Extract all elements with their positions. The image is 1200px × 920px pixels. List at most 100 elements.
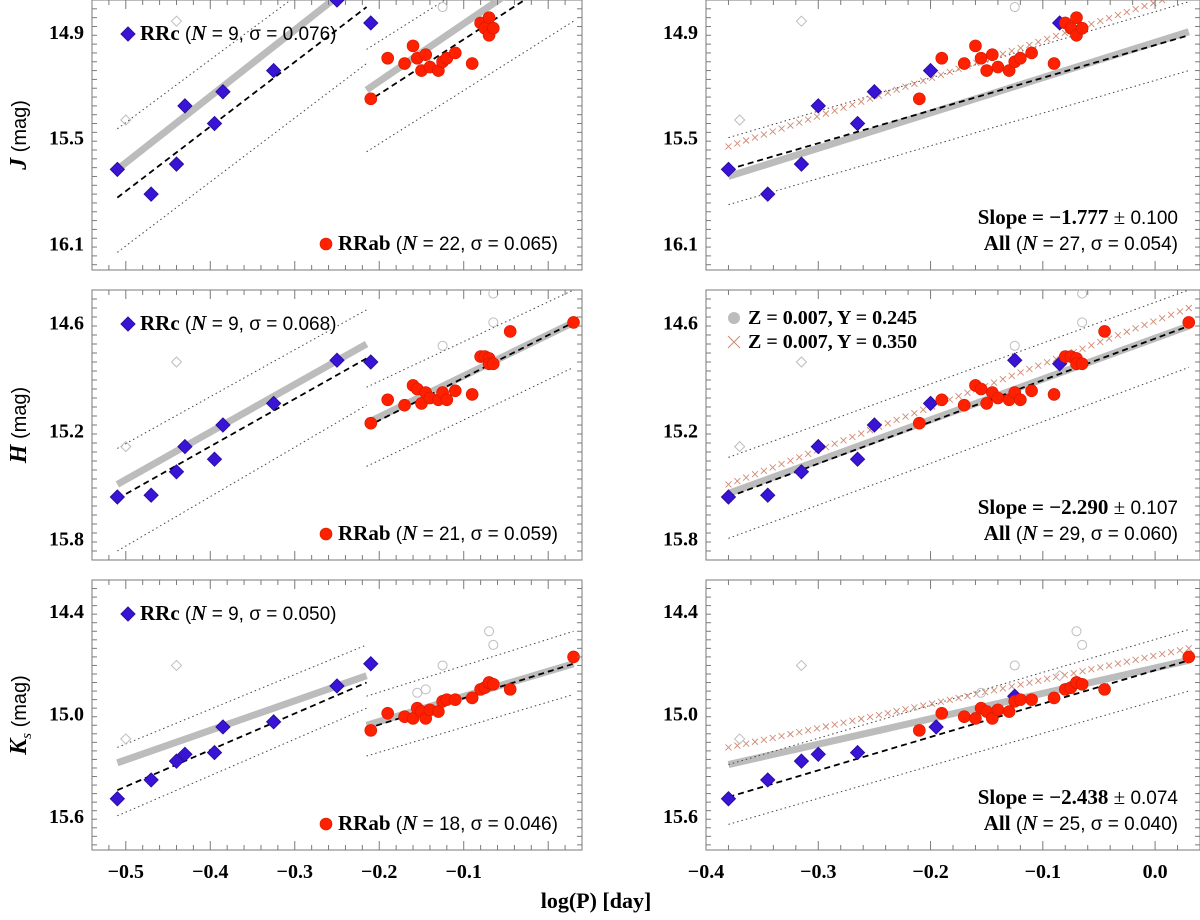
- y-axis-band: H: [6, 443, 32, 464]
- rrc-point: [922, 395, 939, 412]
- sigma-bound-line: [117, 404, 367, 552]
- model-cross-y0350: [999, 685, 1007, 692]
- legend-eq: =: [417, 524, 439, 545]
- model-cross-y0350: [919, 77, 927, 85]
- rrc-point: [168, 156, 185, 172]
- all-text: All (N = 29, σ = 0.060): [984, 521, 1178, 545]
- slope-pm: ±: [1108, 495, 1130, 519]
- model-cross-y0350: [795, 119, 803, 126]
- model-cross-y0350: [1105, 662, 1113, 669]
- model-line-y0245: [115, 340, 369, 488]
- excluded-rrc-point: [733, 114, 746, 126]
- rrab-point: [991, 60, 1005, 74]
- model-cross-y0350: [760, 467, 768, 475]
- model-cross-y0350: [813, 113, 821, 120]
- excluded-rrc-point: [170, 15, 183, 27]
- legend-n-symbol: N: [190, 21, 207, 45]
- all-n-symbol: N: [1021, 231, 1038, 255]
- model-cross-y0350: [1114, 331, 1122, 339]
- excluded-rrab-point: [484, 626, 495, 637]
- model-cross-y0350: [795, 728, 803, 736]
- model-cross-y0350: [1017, 681, 1024, 688]
- x-tick-label: −0.1: [1025, 861, 1061, 883]
- model-cross-y0350: [902, 706, 909, 713]
- fit-line: [116, 6, 368, 199]
- model-cross-y0350: [769, 128, 777, 135]
- model-cross-y0350: [840, 719, 847, 727]
- model-cross-y0350: [778, 125, 785, 132]
- rrab-point: [985, 48, 999, 62]
- x-axis-label: log(P) [day]: [541, 888, 652, 913]
- legend-paren: (: [180, 24, 192, 45]
- rrab-point: [913, 416, 926, 430]
- legend-rrab: RRab (N = 22, σ = 0.065): [338, 231, 558, 255]
- model-cross-y0350: [937, 698, 945, 706]
- legend-paren-close: ): [330, 24, 336, 45]
- model-cross-y0350: [1043, 358, 1051, 366]
- legend-rrc-marker: [120, 606, 136, 622]
- panel-0: 14.915.516.1J (mag)RRc (N = 9, σ = 0.076…: [6, 0, 583, 271]
- all-n: 27: [1059, 234, 1080, 255]
- rrab-point: [957, 710, 971, 724]
- model-cross-y0350: [902, 413, 909, 420]
- legend-class: RRab: [338, 521, 391, 545]
- model-cross-y0350: [964, 692, 971, 700]
- legend-sigma: 0.059: [504, 524, 552, 545]
- rrab-point: [969, 39, 982, 53]
- y-axis-label: H (mag): [6, 387, 32, 464]
- rrc-point: [760, 487, 776, 503]
- all-n-symbol: N: [1021, 811, 1038, 835]
- x-tick-label: −0.4: [192, 861, 228, 883]
- rrab-point: [567, 316, 580, 329]
- model-cross-y0350: [787, 457, 794, 464]
- x-tick-label: −0.4: [688, 861, 724, 883]
- model-cross-y0350: [1026, 679, 1033, 686]
- legend-n-symbol: N: [190, 601, 207, 625]
- rrc-point: [849, 115, 866, 132]
- model-cross-y0350: [760, 131, 768, 138]
- model-cross-y0350: [1185, 304, 1193, 312]
- rrc-point: [1007, 352, 1023, 368]
- legend-rrab: RRab (N = 18, σ = 0.046): [338, 811, 558, 835]
- sigma-bound-line: [728, 70, 1189, 206]
- x-tick-label: −0.5: [108, 861, 144, 883]
- excluded-rrc-point: [733, 733, 746, 745]
- model-cross-y0350: [742, 474, 750, 481]
- rrab-point: [935, 51, 949, 65]
- rrc-point: [922, 62, 939, 79]
- model-cross-y0350: [1070, 669, 1078, 677]
- model-cross-y0350: [1043, 35, 1051, 43]
- rrab-point: [1075, 21, 1089, 35]
- slope-error: 0.100: [1130, 208, 1178, 229]
- model-cross-y0350: [1158, 314, 1166, 322]
- legend-class: RRc: [140, 21, 180, 45]
- x-tick-label: −0.2: [361, 861, 397, 883]
- model-cross-y0350: [875, 711, 883, 719]
- model-cross-y0350: [1034, 38, 1042, 46]
- rrc-point: [928, 719, 944, 735]
- rrc-point: [265, 714, 282, 730]
- rrc-point: [849, 451, 866, 467]
- rrc-point: [177, 746, 193, 763]
- all-paren-close: ): [1172, 524, 1178, 545]
- excluded-rrc-point: [795, 659, 808, 672]
- rrc-point: [265, 62, 282, 79]
- plot-area: [720, 0, 1190, 206]
- excluded-rrab-point: [1009, 660, 1020, 671]
- model-cross-y0350: [831, 721, 839, 728]
- rrc-point: [206, 451, 223, 467]
- model-cross-y0350: [866, 713, 874, 721]
- rrab-point: [1014, 393, 1027, 407]
- model-cross-y0350: [813, 725, 821, 732]
- rrab-point: [440, 393, 454, 407]
- rrab-point: [406, 39, 420, 53]
- rrab-point: [974, 382, 988, 396]
- legend-eq: =: [206, 314, 228, 335]
- legend-sigma: 0.076: [283, 24, 331, 45]
- panels: 14.915.516.1J (mag)RRc (N = 9, σ = 0.076…: [6, 0, 1200, 883]
- rrab-point: [913, 92, 926, 106]
- model-cross-y0350: [1132, 325, 1139, 332]
- rrab-point: [364, 416, 378, 430]
- model-cross-y0350: [884, 420, 892, 427]
